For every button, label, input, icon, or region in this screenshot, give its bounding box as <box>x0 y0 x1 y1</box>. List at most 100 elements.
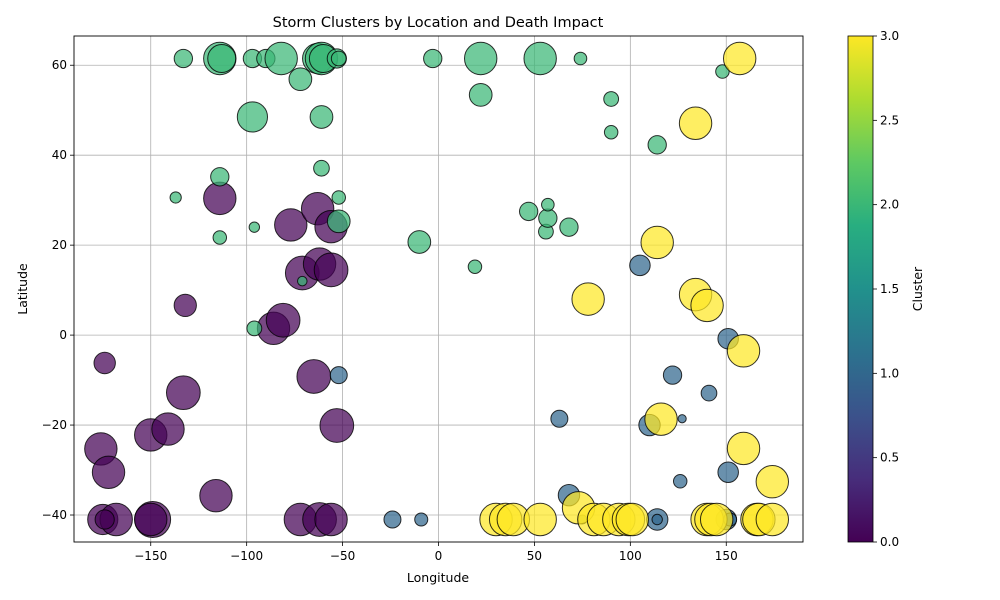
y-tick-label: 20 <box>52 238 67 252</box>
data-point <box>248 221 261 233</box>
data-point <box>629 254 651 277</box>
data-point <box>700 384 718 402</box>
data-point <box>662 365 683 385</box>
data-point <box>265 302 301 338</box>
data-point <box>678 106 713 140</box>
data-point <box>651 513 663 526</box>
x-axis-ticks: −150 −100 −50 0 50 100 150 <box>134 542 738 563</box>
data-point <box>93 351 116 375</box>
data-point <box>755 465 790 499</box>
x-tick-label: −150 <box>134 549 167 563</box>
chart-title: Storm Clusters by Location and Death Imp… <box>273 15 604 31</box>
colorbar-tick-label: 0.0 <box>880 535 899 549</box>
x-tick-label: −50 <box>330 549 355 563</box>
data-point <box>246 320 263 337</box>
data-point <box>134 502 168 537</box>
data-point <box>414 512 429 527</box>
data-point <box>288 67 313 92</box>
data-point <box>571 282 605 316</box>
y-tick-label: 60 <box>52 58 67 72</box>
y-tick-label: 0 <box>59 328 67 342</box>
colorbar-tick-label: 0.5 <box>880 451 899 465</box>
data-point <box>726 431 761 466</box>
data-point <box>717 461 739 484</box>
data-point <box>203 181 237 216</box>
x-tick-label: 50 <box>527 549 542 563</box>
data-point <box>523 41 557 76</box>
data-point <box>91 455 126 489</box>
x-tick-label: 150 <box>715 549 738 563</box>
colorbar-tick-label: 2.5 <box>880 113 899 127</box>
y-axis-label: Latitude <box>15 263 30 315</box>
data-point <box>726 334 761 368</box>
data-point <box>573 51 588 66</box>
data-point <box>677 414 687 424</box>
data-point <box>468 83 493 107</box>
data-point <box>326 209 351 234</box>
data-point <box>297 275 308 287</box>
data-point <box>559 217 579 237</box>
data-point <box>603 91 620 107</box>
data-point <box>313 159 330 177</box>
data-point <box>464 41 498 76</box>
data-point <box>329 366 348 385</box>
colorbar-label: Cluster <box>910 266 925 311</box>
colorbar: 0.0 0.5 1.0 1.5 2.0 2.5 3.0 Cluster <box>847 29 925 549</box>
data-point <box>407 230 432 254</box>
data-point <box>309 105 334 129</box>
data-point <box>755 502 790 537</box>
data-point <box>644 402 678 436</box>
colorbar-gradient <box>847 35 874 543</box>
data-point <box>523 502 557 537</box>
data-point <box>722 41 757 76</box>
x-tick-label: 100 <box>619 549 642 563</box>
y-tick-label: −20 <box>42 418 67 432</box>
data-point <box>672 474 688 489</box>
data-point <box>319 408 355 443</box>
data-point <box>715 64 730 79</box>
y-tick-label: −40 <box>42 508 67 522</box>
x-axis-label: Longitude <box>407 570 469 585</box>
data-point <box>699 502 734 537</box>
data-point <box>264 41 298 76</box>
data-point <box>550 409 569 428</box>
data-point <box>173 293 197 318</box>
colorbar-tick-label: 1.0 <box>880 366 899 380</box>
data-point <box>94 509 115 530</box>
data-point <box>169 191 182 204</box>
data-point <box>467 259 483 274</box>
data-point <box>212 230 228 245</box>
colorbar-tick-label: 1.5 <box>880 282 899 296</box>
data-point <box>314 502 348 537</box>
data-point <box>210 167 230 187</box>
y-axis-ticks: −40 −20 0 20 40 60 <box>42 58 74 522</box>
data-point <box>640 225 674 260</box>
colorbar-ticks: 0.0 0.5 1.0 1.5 2.0 2.5 3.0 <box>873 29 899 549</box>
data-point <box>647 135 667 155</box>
data-point <box>330 50 347 67</box>
data-point <box>199 478 233 513</box>
data-point <box>173 48 194 69</box>
data-points <box>84 41 790 538</box>
data-point <box>331 190 346 205</box>
data-point <box>236 101 269 133</box>
data-point <box>383 510 402 529</box>
data-point <box>151 412 185 446</box>
data-point <box>274 208 308 242</box>
data-point <box>296 359 332 394</box>
data-point <box>538 208 558 228</box>
data-point <box>615 502 649 537</box>
data-point <box>423 48 443 69</box>
data-point <box>519 201 539 222</box>
data-point <box>541 197 555 212</box>
data-point <box>603 125 619 140</box>
colorbar-tick-label: 3.0 <box>880 29 899 43</box>
colorbar-tick-label: 2.0 <box>880 198 899 212</box>
y-tick-label: 40 <box>52 148 67 162</box>
data-point <box>207 43 237 73</box>
x-tick-label: 0 <box>435 549 443 563</box>
x-tick-label: −100 <box>230 549 263 563</box>
data-point <box>690 288 724 323</box>
data-point <box>165 375 201 411</box>
